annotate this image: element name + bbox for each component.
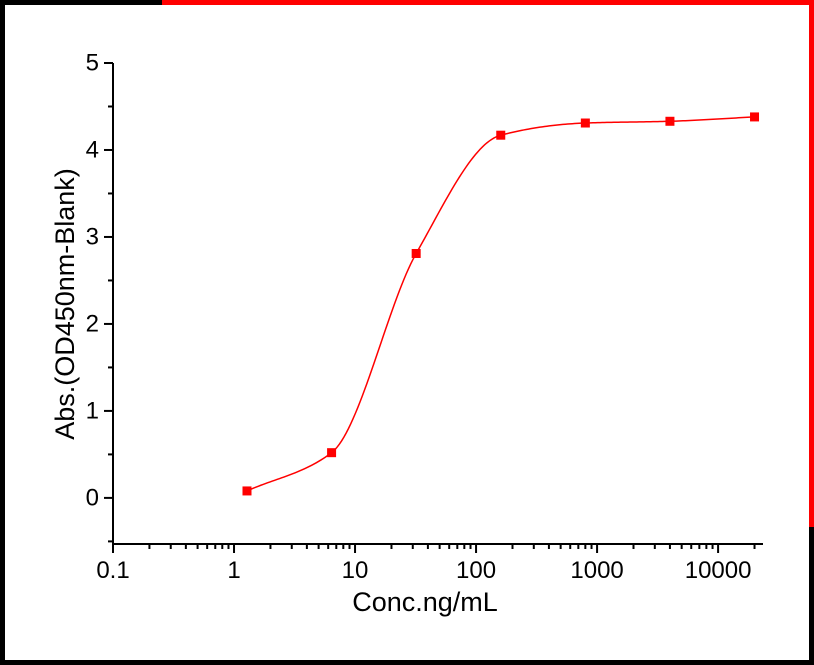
x-tick-label: 10000 [685,557,752,584]
frame-border-right-red [809,0,814,527]
y-axis-title: Abs.(OD450nm-Blank) [50,168,80,440]
data-point-marker [242,486,252,496]
x-tick-label: 0.1 [96,557,129,584]
data-point-marker [496,130,506,140]
axes [112,63,763,545]
x-tick-label: 1 [227,557,240,584]
y-tick-label: 4 [86,136,99,163]
axis-ticks [104,62,756,553]
data-point-marker [411,248,421,258]
x-axis-title: Conc.ng/mL [352,587,498,617]
x-tick-label: 10 [342,557,369,584]
y-tick-label: 5 [86,50,99,77]
data-point-marker [750,112,760,122]
y-tick-label: 1 [86,397,99,424]
x-tick-label: 1000 [570,557,623,584]
frame-border-top-black [0,0,162,5]
fit-curve [246,116,755,492]
y-tick-label: 2 [86,310,99,337]
data-point-marker [665,116,675,126]
tick-labels: 0 1 2 3 4 5 0.1 1 10 100 1000 10000 [86,50,752,585]
frame-border-left [0,0,5,665]
axis-lines [112,63,763,545]
data-point-marker [327,448,337,458]
y-tick-label: 0 [86,484,99,511]
data-series [242,112,760,496]
frame-border-right-black [809,527,814,665]
x-tick-label: 100 [456,557,496,584]
y-tick-label: 3 [86,223,99,250]
data-point-marker [580,118,590,128]
frame-border-bottom [0,660,814,665]
frame-border-top-red [162,0,814,5]
